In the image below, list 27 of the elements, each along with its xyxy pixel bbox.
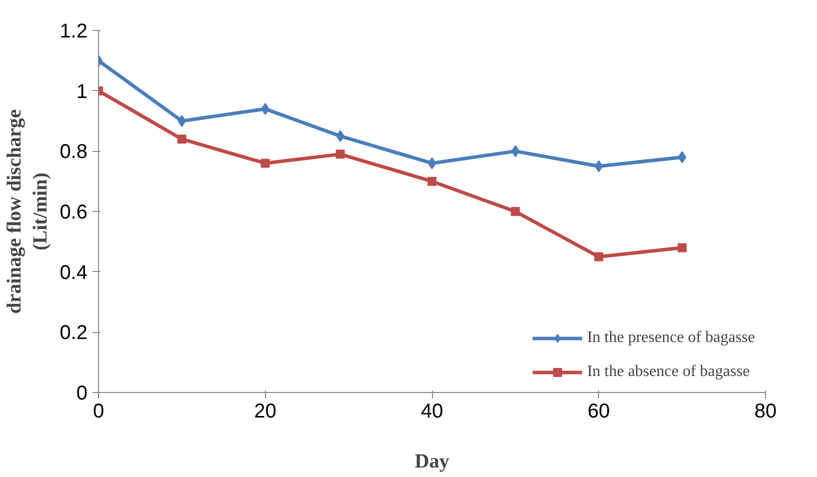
point [678,243,687,252]
x-tick-label: 60 [588,400,610,422]
point [428,176,436,186]
y-tick-label: 1.2 [60,20,88,42]
y-tick-label: 0.8 [60,141,88,164]
point [678,151,686,164]
legend-label: In the presence of bagasse [587,329,755,347]
point [594,252,604,262]
point [177,134,186,144]
point [510,207,520,216]
point [428,157,436,170]
y-tick-label: 0.4 [60,262,88,284]
y-tick-label: 0.2 [60,322,88,344]
point [336,150,345,159]
x-tick-label: 0 [92,400,104,422]
y-tick-label: 1 [76,80,88,103]
point [178,115,186,127]
x-tick-label: 40 [420,400,444,422]
legend-label: In the absence of bagasse [587,363,750,381]
y-tick-label: 0 [76,382,88,404]
y-axis-title: drainage flow discharge (Lit/min) [3,109,52,314]
x-axis-title: Day [414,450,450,472]
x-tick-label: 20 [254,400,276,422]
point [511,145,520,158]
point [260,158,270,168]
y-tick-label: 0.6 [60,202,88,224]
x-tick-label: 80 [754,400,777,422]
